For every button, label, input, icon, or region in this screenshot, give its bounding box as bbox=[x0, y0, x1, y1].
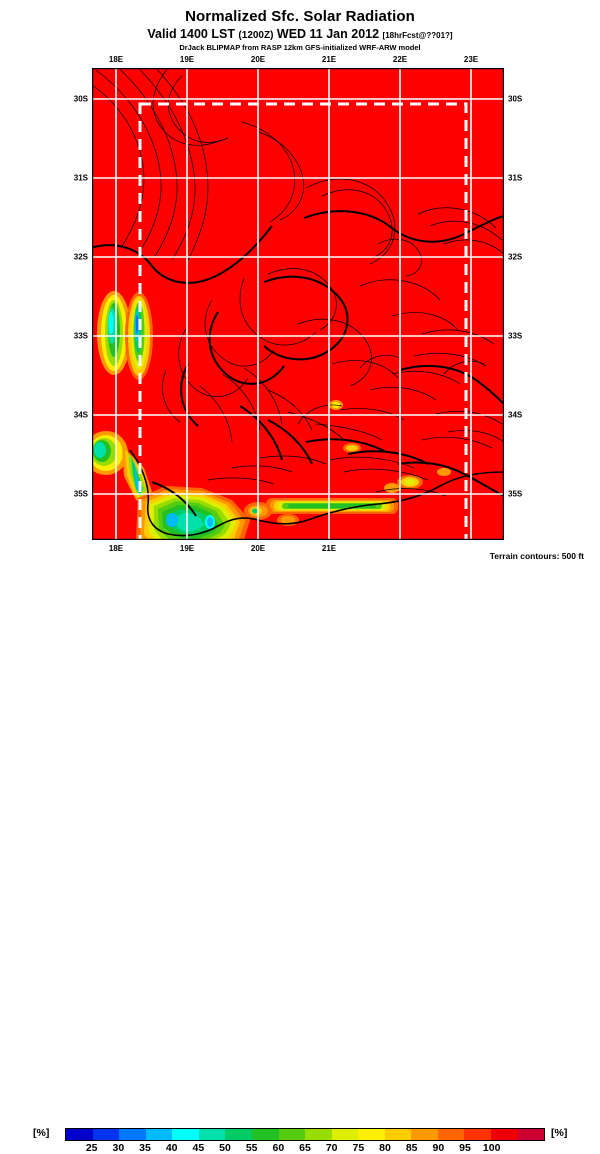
valid-time-prefix: Valid 1400 LST bbox=[147, 27, 239, 41]
forecast-hour-tag: [18hrFcst@??01?] bbox=[382, 31, 453, 40]
model-attribution: DrJack BLIPMAP from RASP 12km GFS-initia… bbox=[179, 43, 421, 52]
lon-label-top-23e: 23E bbox=[463, 55, 479, 64]
valid-time-subtitle: Valid 1400 LST (1200Z) WED 11 Jan 2012 [… bbox=[0, 27, 600, 41]
colorbar-tick-60: 60 bbox=[272, 1142, 285, 1154]
colorbar-swatch-14 bbox=[437, 1129, 465, 1140]
colorbar-legend[interactable]: [%] [%] 25 30 35 40 45 50 55 60 65 70 75 80 85 90 95 10… bbox=[0, 560, 600, 1154]
lat-label-right-35s: 35S bbox=[508, 489, 523, 499]
lat-label-left-30s: 30S bbox=[73, 94, 88, 104]
colorbar-swatch-13 bbox=[411, 1129, 438, 1140]
map-frame bbox=[92, 68, 504, 540]
colorbar-tick-35: 35 bbox=[139, 1142, 151, 1154]
lon-label-bottom-20e: 20E bbox=[250, 544, 266, 553]
colorbar-tick-95: 95 bbox=[459, 1142, 471, 1154]
lon-label-top-22e: 22E bbox=[392, 55, 408, 64]
lat-label-right-32s: 32S bbox=[508, 252, 523, 262]
lon-label-bottom-21e: 21E bbox=[321, 544, 337, 553]
colorbar-swatch-10 bbox=[331, 1129, 359, 1140]
map-background bbox=[92, 68, 504, 540]
colorbar-unit-left: [%] bbox=[33, 1127, 50, 1139]
lon-label-bottom-19e: 19E bbox=[179, 544, 195, 553]
page-title: Normalized Sfc. Solar Radiation bbox=[185, 8, 415, 25]
lat-label-right-33s: 33S bbox=[508, 331, 523, 341]
colorbar-gradient[interactable] bbox=[65, 1128, 545, 1141]
colorbar-tick-55: 55 bbox=[245, 1142, 258, 1154]
lon-label-top-18e: 18E bbox=[108, 55, 124, 64]
lat-label-left-34s: 34S bbox=[73, 410, 88, 420]
lon-label-top-21e: 21E bbox=[321, 55, 337, 64]
colorbar-swatch-12 bbox=[384, 1129, 412, 1140]
colorbar-swatch-9 bbox=[305, 1129, 332, 1140]
colorbar-swatch-6 bbox=[225, 1129, 252, 1140]
colorbar-swatch-3 bbox=[145, 1129, 173, 1140]
colorbar-tick-40: 40 bbox=[165, 1142, 178, 1154]
terrain-contours bbox=[92, 68, 504, 537]
colorbar-swatch-2 bbox=[119, 1129, 146, 1140]
colorbar-tick-25: 25 bbox=[85, 1142, 98, 1154]
lat-label-left-35s: 35S bbox=[73, 489, 88, 499]
colorbar-tick-100: 100 bbox=[482, 1142, 501, 1154]
colorbar-swatch-11 bbox=[358, 1129, 385, 1140]
lon-label-bottom-18e: 18E bbox=[108, 544, 124, 553]
lon-label-top-20e: 20E bbox=[250, 55, 266, 64]
colorbar-unit-right: [%] bbox=[551, 1127, 568, 1139]
colorbar-swatch-16 bbox=[491, 1129, 518, 1140]
colorbar-swatch-15 bbox=[464, 1129, 491, 1140]
lat-label-left-32s: 32S bbox=[73, 252, 88, 262]
graticule bbox=[92, 68, 504, 540]
colorbar-swatch-17 bbox=[517, 1129, 545, 1140]
lat-label-right-31s: 31S bbox=[508, 173, 523, 183]
solar-radiation-map[interactable] bbox=[92, 68, 504, 540]
colorbar-tick-50: 50 bbox=[219, 1142, 231, 1154]
lon-label-top-19e: 19E bbox=[179, 55, 195, 64]
colorbar-swatch-5 bbox=[198, 1129, 226, 1140]
colorbar-tick-90: 90 bbox=[432, 1142, 445, 1154]
valid-time-zulu: (1200Z) bbox=[238, 30, 274, 41]
lat-label-left-31s: 31S bbox=[73, 173, 88, 183]
colorbar-swatch-0 bbox=[66, 1129, 93, 1140]
colorbar-tick-80: 80 bbox=[379, 1142, 391, 1154]
colorbar-tick-30: 30 bbox=[112, 1142, 125, 1154]
blipmap-page: Normalized Sfc. Solar Radiation Valid 14… bbox=[0, 8, 600, 1154]
colorbar-tick-85: 85 bbox=[405, 1142, 418, 1154]
radiation-field bbox=[92, 291, 451, 540]
colorbar-swatch-8 bbox=[278, 1129, 306, 1140]
colorbar-swatch-1 bbox=[92, 1129, 120, 1140]
colorbar-tick-75: 75 bbox=[352, 1142, 365, 1154]
subdomain-box bbox=[138, 102, 468, 540]
lat-label-right-30s: 30S bbox=[508, 94, 523, 104]
colorbar-tick-70: 70 bbox=[325, 1142, 338, 1154]
colorbar-swatch-4 bbox=[172, 1129, 199, 1140]
valid-date: WED 11 Jan 2012 bbox=[273, 27, 383, 41]
colorbar-tick-45: 45 bbox=[192, 1142, 205, 1154]
colorbar-tick-65: 65 bbox=[299, 1142, 311, 1154]
lat-label-right-34s: 34S bbox=[508, 410, 523, 420]
colorbar-swatch-7 bbox=[251, 1129, 279, 1140]
map-plot-area[interactable]: 18E 19E 20E 21E 22E 23E 18E 19E 20E 21E … bbox=[74, 55, 522, 553]
lat-label-left-33s: 33S bbox=[73, 331, 88, 341]
terrain-contour-note: Terrain contours: 500 ft bbox=[489, 551, 584, 561]
